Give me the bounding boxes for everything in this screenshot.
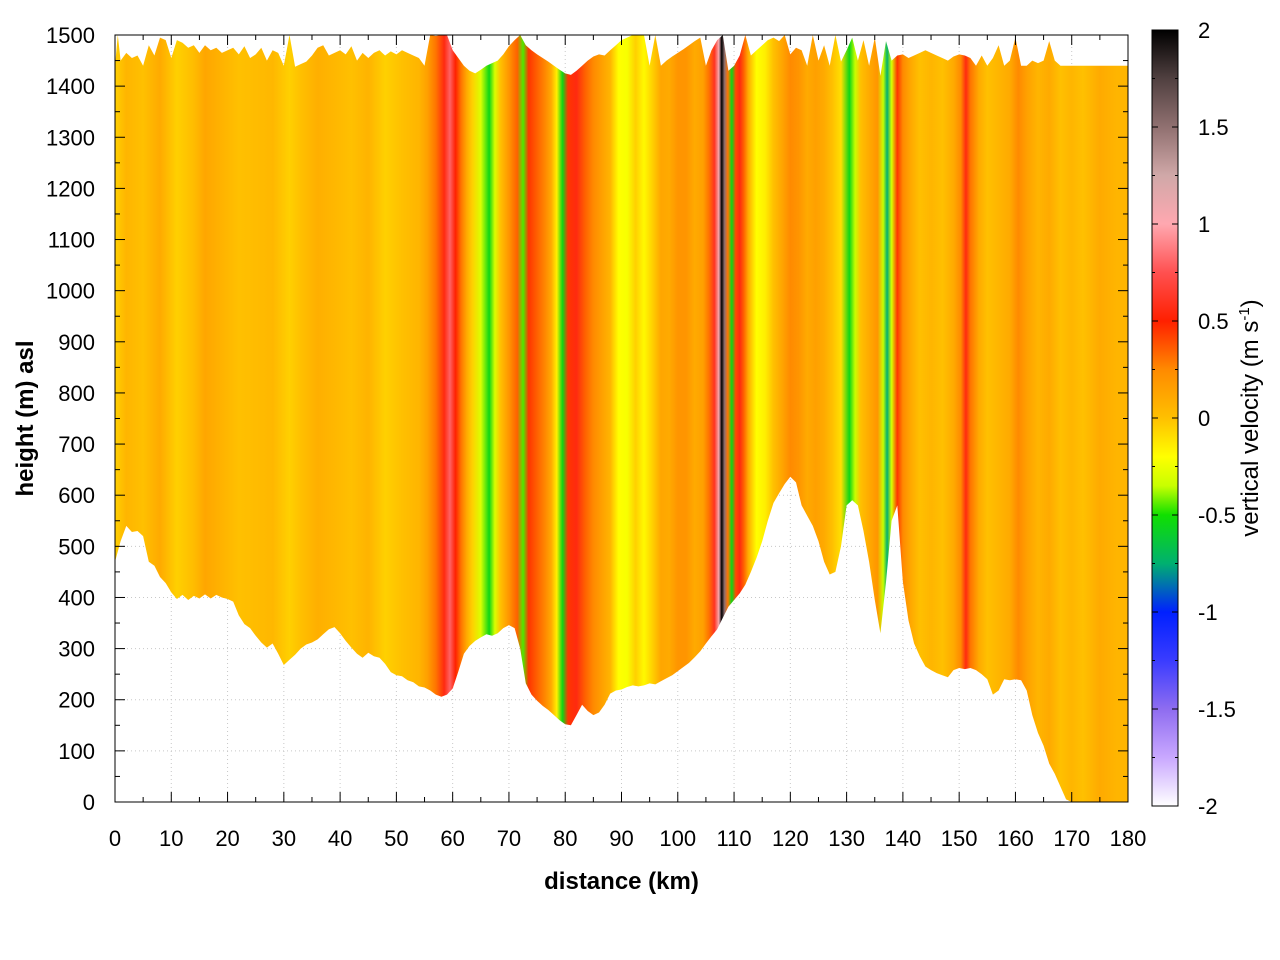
colorbar-tick-label: -1 [1198,600,1218,625]
y-axis-ticks: 0 100 200 300 400 500 600 700 800 900 1000 1100 1200… [46,23,1128,815]
x-tick-label: 30 [272,826,296,851]
y-tick-label: 800 [58,381,95,406]
x-tick-label: 0 [109,826,121,851]
y-tick-label: 1500 [46,23,95,48]
y-tick-label: 500 [58,534,95,559]
colorbar-tick-label: 1 [1198,212,1210,237]
y-tick-label: 1100 [48,228,95,253]
y-tick-label: 200 [58,688,95,713]
colorbar-tick-label: 0 [1198,406,1210,431]
y-tick-label: 1300 [46,125,95,150]
x-tick-label: 50 [384,826,408,851]
x-tick-label: 120 [772,826,809,851]
x-tick-label: 10 [159,826,183,851]
x-tick-label: 70 [497,826,521,851]
y-tick-label: 700 [58,432,95,457]
colorbar-tick-label: 2 [1198,18,1210,43]
y-tick-label: 1400 [46,74,95,99]
x-tick-label: 150 [941,826,978,851]
y-tick-label: 300 [58,637,95,662]
colorbar-tick-label: 0.5 [1198,309,1229,334]
y-tick-label: 1200 [46,176,95,201]
y-axis-title: height (m) asl [12,340,39,496]
x-axis-ticks: 0 10 20 30 40 50 60 70 80 90 100 110 120 130 140 150 160… [109,35,1146,851]
velocity-field [115,35,1128,802]
x-tick-label: 170 [1053,826,1090,851]
colorbar-tick-label: -1.5 [1198,697,1236,722]
y-tick-label: 600 [58,483,95,508]
x-axis-title: distance (km) [544,868,699,895]
colorbar-title: vertical velocity (m s-1) [1236,299,1264,536]
x-tick-label: 80 [553,826,577,851]
x-tick-label: 130 [828,826,865,851]
colorbar-title-exponent: -1 [1236,307,1253,320]
colorbar-title-main: vertical velocity (m s [1237,321,1264,537]
plot-area: 0 10 20 30 40 50 60 70 80 90 100 110 120 130 140 150 160… [46,23,1146,851]
colorbar-tick-label: 1.5 [1198,115,1229,140]
colorbar-title-close: ) [1237,299,1264,307]
y-tick-label: 0 [83,790,95,815]
x-tick-label: 140 [885,826,922,851]
x-tick-label: 20 [215,826,239,851]
x-tick-label: 160 [997,826,1034,851]
y-tick-label: 1000 [46,279,95,304]
colorbar-tick-label: -0.5 [1198,503,1236,528]
colorbar-tick-label: -2 [1198,794,1218,819]
y-tick-label: 900 [58,330,95,355]
x-tick-label: 180 [1110,826,1147,851]
y-tick-label: 400 [58,585,95,610]
y-tick-label: 100 [58,739,95,764]
x-tick-label: 40 [328,826,352,851]
x-tick-label: 110 [717,826,752,851]
colorbar-ticks: 2 1.5 1 0.5 0 -0.5 -1 -1.5 -2 [1152,18,1236,819]
x-tick-label: 90 [609,826,633,851]
x-tick-label: 100 [659,826,696,851]
colorbar: 2 1.5 1 0.5 0 -0.5 -1 -1.5 -2 vertical velocity … [1151,18,1264,819]
x-tick-label: 60 [440,826,464,851]
